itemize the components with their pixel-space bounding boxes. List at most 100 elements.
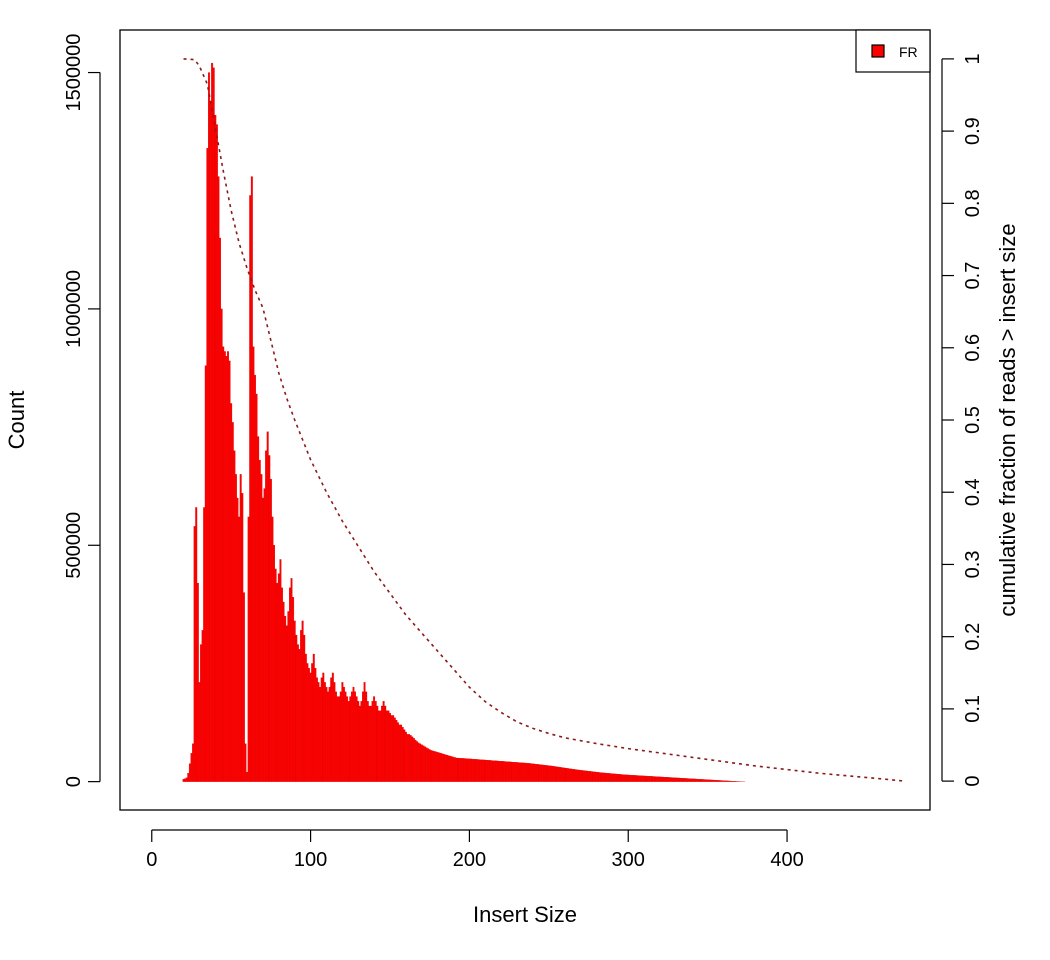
- y2-tick-label: 0.3: [962, 551, 984, 579]
- y2-tick-label: 0.5: [962, 406, 984, 434]
- bar: [608, 773, 611, 782]
- bar: [369, 705, 372, 782]
- bar: [649, 776, 652, 782]
- y-axis-count: 0 500000 1000000 1500000: [63, 34, 101, 787]
- bar: [371, 701, 374, 782]
- bar: [339, 691, 342, 782]
- bar: [657, 776, 660, 782]
- bar: [674, 777, 677, 782]
- bar: [605, 772, 607, 782]
- bar: [238, 516, 241, 782]
- bar: [506, 761, 509, 782]
- bar: [481, 759, 484, 782]
- bar: [524, 762, 526, 782]
- bar: [290, 578, 293, 782]
- x-tick-label: 0: [146, 849, 157, 871]
- bar: [282, 601, 285, 782]
- bar: [319, 686, 322, 782]
- bar: [512, 762, 515, 782]
- bar: [244, 743, 247, 782]
- bar: [254, 374, 256, 782]
- bar: [719, 780, 722, 782]
- bar: [439, 753, 442, 782]
- bar: [728, 780, 731, 782]
- bar: [220, 308, 223, 782]
- bar: [678, 777, 681, 782]
- bar: [271, 516, 274, 782]
- bar: [196, 582, 199, 782]
- y2-tick-label: 0.8: [962, 189, 984, 217]
- bar: [694, 778, 696, 782]
- bar: [341, 682, 344, 782]
- bar: [663, 777, 666, 782]
- bar: [613, 773, 615, 782]
- bar: [633, 775, 636, 782]
- bar: [233, 450, 236, 782]
- bar: [538, 764, 541, 782]
- bar: [249, 195, 252, 782]
- bar: [309, 672, 312, 782]
- bar: [686, 778, 688, 782]
- bar: [298, 649, 301, 782]
- bar: [465, 758, 468, 782]
- bar: [335, 691, 337, 782]
- bar: [347, 701, 350, 782]
- bar: [403, 729, 406, 782]
- bar: [389, 712, 391, 782]
- bar: [681, 778, 684, 782]
- bar: [454, 757, 457, 782]
- bar: [679, 777, 682, 782]
- bar: [614, 773, 617, 782]
- bar: [628, 774, 631, 782]
- bar: [673, 777, 676, 782]
- bar: [501, 761, 504, 782]
- bar: [409, 735, 412, 782]
- bar: [438, 752, 441, 782]
- bar: [601, 772, 604, 782]
- bar: [406, 734, 409, 782]
- bar: [700, 779, 703, 782]
- bar: [333, 682, 336, 782]
- bar: [214, 114, 217, 782]
- bar: [532, 763, 534, 782]
- bar: [279, 559, 282, 782]
- bar: [730, 780, 733, 782]
- bar: [635, 775, 638, 782]
- bar: [470, 758, 472, 782]
- bar: [589, 771, 592, 782]
- bar: [395, 720, 398, 782]
- bar: [665, 777, 668, 782]
- bar: [338, 696, 341, 782]
- y2-tick-label: 0: [962, 776, 984, 787]
- bar: [323, 682, 326, 782]
- bar: [331, 672, 334, 782]
- bar: [236, 497, 239, 782]
- bar: [441, 753, 444, 782]
- bar: [533, 763, 536, 782]
- bar: [396, 722, 399, 782]
- y2-tick-label: 1: [962, 53, 984, 64]
- bar: [288, 587, 291, 782]
- bar: [376, 705, 379, 782]
- bar: [551, 765, 553, 782]
- bar: [555, 766, 558, 782]
- bar: [450, 756, 453, 782]
- bar: [314, 668, 317, 782]
- bar: [670, 777, 673, 782]
- bar: [495, 760, 498, 782]
- bar: [582, 770, 585, 782]
- bar: [559, 767, 561, 782]
- x-axis: 0 100 200 300 400: [146, 829, 804, 871]
- bar: [546, 765, 549, 782]
- y2-tick-label: 0.7: [962, 262, 984, 290]
- bar: [701, 779, 704, 782]
- bar: [509, 761, 512, 782]
- bar: [566, 768, 569, 782]
- bar: [554, 766, 557, 782]
- bar: [543, 764, 546, 782]
- bar: [647, 776, 650, 782]
- bar: [287, 611, 290, 782]
- bar: [446, 755, 449, 782]
- bar: [401, 727, 404, 782]
